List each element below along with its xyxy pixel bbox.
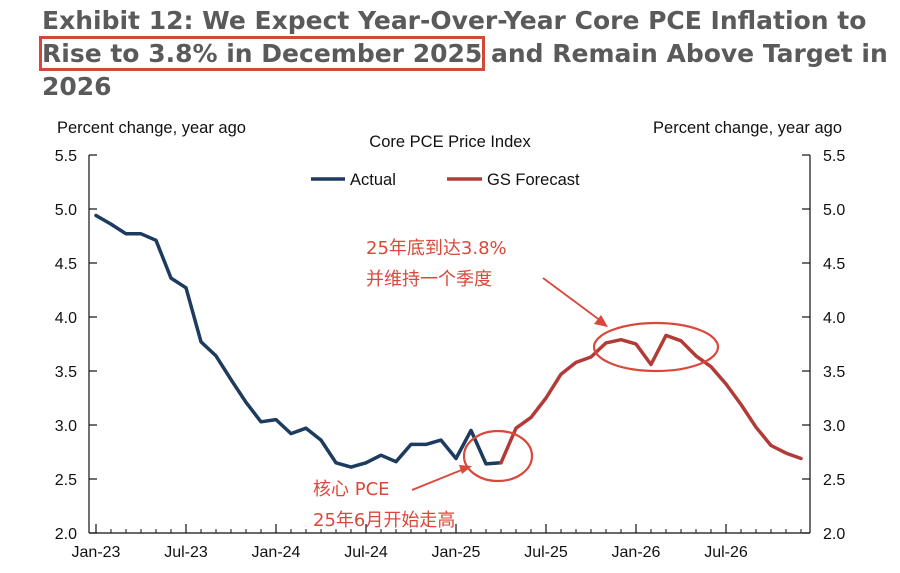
x-tick-label: Jul-25 — [524, 544, 568, 561]
y-tick-label-left: 2.5 — [55, 472, 77, 489]
y-tick-label-left: 3.5 — [55, 364, 77, 381]
annotation-peak-line1: 25年底到达3.8% — [366, 238, 507, 259]
series-line-actual — [94, 213, 503, 469]
y-tick-label-right: 3.0 — [823, 418, 845, 435]
title-text-end: and Remain Above Target in 2026 — [42, 39, 888, 101]
annotation-arrow-trough — [411, 468, 465, 491]
y-tick-label-left: 3.0 — [55, 418, 77, 435]
y-tick-label-left: 5.0 — [55, 202, 77, 219]
title-highlight: Rise to 3.8% in December 2025 — [38, 36, 486, 71]
series-line-forecast — [499, 333, 803, 465]
y-tick-label-right: 3.5 — [823, 364, 845, 381]
annotation-peak-line2: 并维持一个季度 — [366, 269, 492, 290]
annotation-trough-line2: 25年6月开始走高 — [313, 510, 455, 531]
y-tick-label-right: 5.0 — [823, 202, 845, 219]
title-text: Exhibit 12: We Expect Year-Over-Year Cor… — [42, 6, 867, 35]
x-tick-label: Jul-26 — [704, 544, 748, 561]
x-tick-label: Jan-24 — [252, 544, 301, 561]
y-axis-label-right: Percent change, year ago — [653, 119, 842, 137]
highlight-ellipse-trough — [462, 429, 534, 483]
x-tick-label: Jul-23 — [164, 544, 208, 561]
legend: Actual GS Forecast — [311, 171, 580, 189]
annotation-arrowhead-trough — [459, 465, 472, 474]
x-tick-label: Jan-26 — [612, 544, 661, 561]
annotation-trough-line1: 核心 PCE — [313, 479, 390, 500]
y-tick-label-left: 4.0 — [55, 310, 77, 327]
legend-label-actual: Actual — [350, 171, 396, 189]
annotation-arrow-peak — [542, 277, 602, 322]
x-tick-label: Jan-25 — [432, 544, 481, 561]
x-tick-label: Jul-24 — [344, 544, 388, 561]
chart-title: Core PCE Price Index — [369, 133, 531, 151]
y-tick-label-left: 5.5 — [55, 148, 77, 165]
y-axis-label-left: Percent change, year ago — [57, 119, 246, 137]
y-tick-label-right: 2.0 — [823, 526, 845, 543]
y-tick-label-right: 2.5 — [823, 472, 845, 489]
y-tick-label-left: 4.5 — [55, 256, 77, 273]
highlight-ellipse-peak — [592, 321, 720, 373]
legend-label-forecast: GS Forecast — [487, 171, 580, 189]
exhibit-title: Exhibit 12: We Expect Year-Over-Year Cor… — [38, 4, 892, 103]
y-tick-label-right: 4.5 — [823, 256, 845, 273]
axis-ticks: 2.0 2.0 2.5 2.5 3.0 3.0 3.5 3.5 4.0 4.0 4.5 4.5 5.0 5… — [55, 148, 846, 561]
x-tick-label: Jan-23 — [72, 544, 121, 561]
y-tick-label-left: 2.0 — [55, 526, 77, 543]
y-tick-label-right: 5.5 — [823, 148, 845, 165]
y-tick-label-right: 4.0 — [823, 310, 845, 327]
annotation-arrowhead-peak — [594, 315, 608, 327]
